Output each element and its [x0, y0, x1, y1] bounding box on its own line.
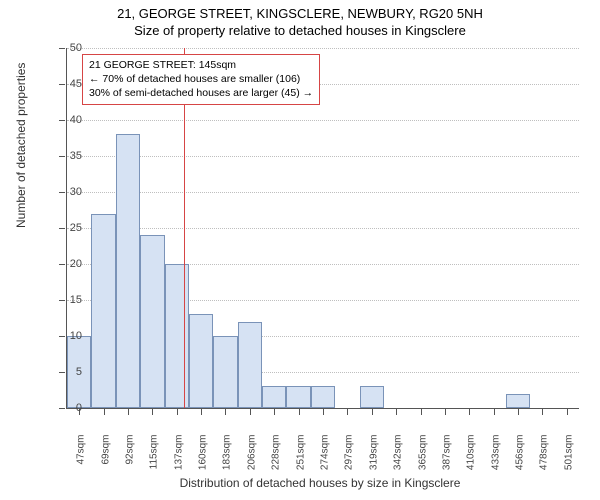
page-title-2: Size of property relative to detached ho…	[0, 21, 600, 38]
bar	[311, 386, 335, 408]
annotation-line1: 21 GEORGE STREET: 145sqm	[89, 58, 313, 72]
y-tick-label: 10	[52, 330, 82, 342]
x-tick	[177, 409, 178, 415]
x-tick	[274, 409, 275, 415]
gridline	[67, 48, 579, 49]
bar	[116, 134, 140, 408]
x-tick	[152, 409, 153, 415]
x-tick	[299, 409, 300, 415]
gridline	[67, 120, 579, 121]
x-tick	[445, 409, 446, 415]
y-axis-label: Number of detached properties	[14, 63, 28, 228]
x-tick	[396, 409, 397, 415]
bar	[140, 235, 164, 408]
x-axis-label: Distribution of detached houses by size …	[20, 476, 600, 490]
x-tick	[250, 409, 251, 415]
bar	[213, 336, 237, 408]
y-tick-label: 45	[52, 78, 82, 90]
y-tick-label: 15	[52, 294, 82, 306]
x-tick	[372, 409, 373, 415]
y-tick-label: 0	[52, 402, 82, 414]
bar	[262, 386, 286, 408]
bar	[360, 386, 384, 408]
y-tick-label: 50	[52, 42, 82, 54]
x-tick	[542, 409, 543, 415]
y-tick-label: 20	[52, 258, 82, 270]
x-tick	[469, 409, 470, 415]
annotation-line2: ← 70% of detached houses are smaller (10…	[89, 72, 313, 86]
chart-container: 21, GEORGE STREET, KINGSCLERE, NEWBURY, …	[0, 0, 600, 500]
x-tick	[201, 409, 202, 415]
x-tick	[421, 409, 422, 415]
x-tick	[225, 409, 226, 415]
y-tick-label: 5	[52, 366, 82, 378]
page-title-1: 21, GEORGE STREET, KINGSCLERE, NEWBURY, …	[0, 0, 600, 21]
bar	[91, 214, 115, 408]
x-tick	[567, 409, 568, 415]
y-tick-label: 35	[52, 150, 82, 162]
annotation-line3: 30% of semi-detached houses are larger (…	[89, 86, 313, 100]
x-tick	[494, 409, 495, 415]
x-tick	[128, 409, 129, 415]
x-tick	[518, 409, 519, 415]
plot-area: 47sqm69sqm92sqm115sqm137sqm160sqm183sqm2…	[66, 48, 578, 408]
y-tick-label: 40	[52, 114, 82, 126]
bar	[286, 386, 310, 408]
gridline	[67, 192, 579, 193]
bar	[238, 322, 262, 408]
annotation-box: 21 GEORGE STREET: 145sqm ← 70% of detach…	[82, 54, 320, 105]
y-tick-label: 30	[52, 186, 82, 198]
gridline	[67, 228, 579, 229]
bar	[506, 394, 530, 408]
x-tick	[347, 409, 348, 415]
bar	[189, 314, 213, 408]
x-tick	[104, 409, 105, 415]
gridline	[67, 156, 579, 157]
y-tick-label: 25	[52, 222, 82, 234]
x-tick	[323, 409, 324, 415]
